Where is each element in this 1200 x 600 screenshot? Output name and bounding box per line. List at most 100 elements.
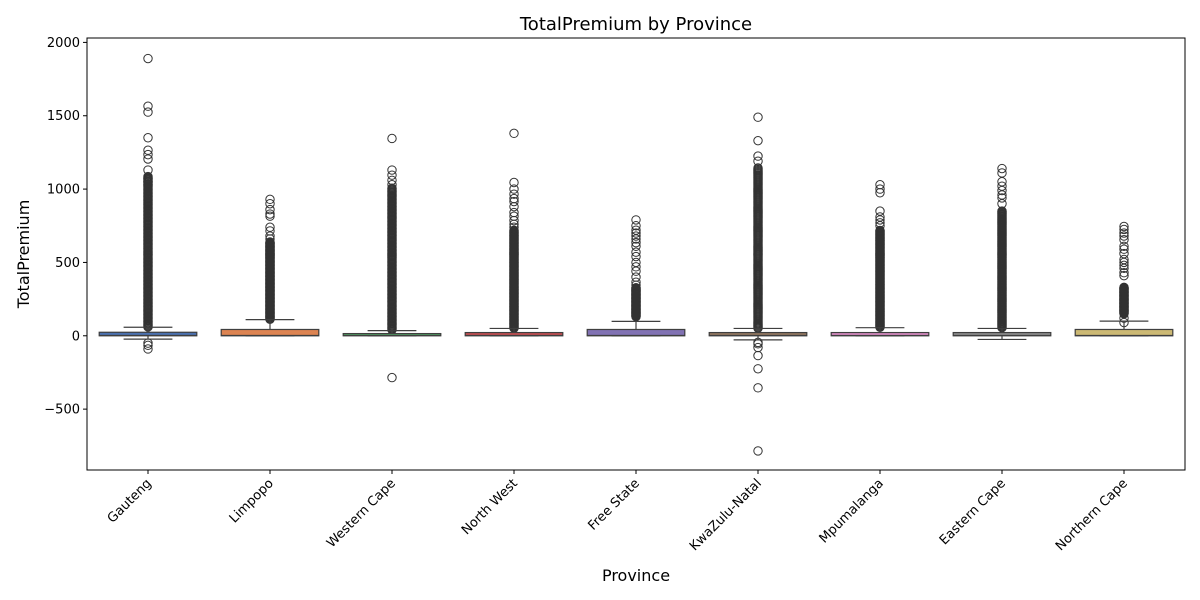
outlier-point: [753, 163, 763, 173]
outlier-point: [265, 211, 275, 221]
outlier-point: [631, 221, 641, 231]
outlier-point: [631, 231, 641, 241]
outlier-point: [875, 188, 885, 198]
outlier-point: [997, 193, 1007, 203]
outlier-point: [631, 251, 641, 262]
y-tick-label: 0: [72, 329, 80, 344]
box-group: [1074, 221, 1174, 337]
outlier-point: [143, 53, 153, 64]
outlier-point: [143, 344, 153, 354]
outlier-point: [1119, 234, 1129, 245]
outlier-point: [631, 277, 641, 287]
outlier-point: [753, 151, 763, 161]
outlier-point: [631, 247, 641, 257]
outlier-point: [387, 179, 397, 190]
outlier-point: [143, 340, 153, 351]
outlier-point: [1119, 282, 1129, 293]
outlier-point: [631, 237, 641, 248]
outlier-point: [753, 350, 763, 361]
outlier-point: [1119, 221, 1129, 232]
box-iqr: [1074, 328, 1174, 337]
outlier-point: [1119, 270, 1129, 281]
outlier-point: [631, 228, 641, 238]
box-group: [98, 53, 198, 354]
outlier-point: [631, 280, 641, 290]
box-group: [220, 194, 320, 337]
chart-title: TotalPremium by Province: [519, 14, 752, 35]
outlier-point: [631, 266, 641, 276]
outlier-point: [143, 177, 153, 187]
outlier-point: [1119, 244, 1129, 254]
outlier-point: [509, 215, 519, 226]
outlier-point: [1119, 263, 1129, 274]
outlier-point: [997, 206, 1007, 216]
outlier-point: [265, 194, 275, 205]
outlier-point: [265, 234, 275, 244]
outlier-point: [753, 383, 763, 393]
outlier-point: [143, 154, 153, 164]
outlier-point: [875, 221, 885, 231]
outlier-point: [875, 215, 885, 225]
y-tick-label: 2000: [47, 36, 80, 51]
outlier-point: [875, 218, 885, 228]
outlier-point: [143, 149, 153, 160]
outlier-point: [1119, 224, 1129, 235]
outlier-point: [143, 174, 153, 184]
outlier-point: [631, 282, 641, 293]
outlier-point: [265, 209, 275, 219]
outlier-point: [753, 156, 763, 166]
y-tick-label: 1000: [47, 183, 80, 198]
outlier-point: [997, 199, 1007, 209]
outlier-point: [265, 199, 275, 209]
outlier-point: [1119, 260, 1129, 271]
outlier-point: [509, 219, 519, 229]
outlier-point: [387, 133, 397, 144]
box-iqr: [586, 328, 686, 337]
outlier-point: [1119, 268, 1129, 278]
outlier-point: [509, 201, 519, 212]
outlier-point: [1119, 257, 1129, 268]
outlier-point: [143, 101, 153, 111]
outlier-point: [753, 135, 763, 146]
outlier-point: [1119, 241, 1129, 251]
box-group: [830, 179, 930, 337]
box-group: [952, 163, 1052, 341]
y-axis-title: TotalPremium: [14, 200, 33, 310]
outlier-point: [143, 179, 153, 190]
outlier-point: [875, 184, 885, 194]
outlier-point: [143, 107, 153, 117]
box-iqr: [220, 328, 320, 337]
box-group: [586, 215, 686, 337]
outlier-point: [509, 177, 519, 188]
outlier-point: [631, 262, 641, 272]
outlier-point: [753, 112, 763, 122]
plot-area: [98, 53, 1174, 456]
outlier-point: [143, 133, 153, 143]
outlier-point: [997, 185, 1007, 196]
outlier-point: [509, 222, 519, 232]
outlier-point: [631, 241, 641, 251]
y-tick-label: 500: [55, 256, 80, 271]
y-tick-label: −500: [44, 403, 80, 418]
outlier-point: [265, 231, 275, 241]
outlier-point: [509, 184, 519, 194]
outlier-point: [387, 372, 397, 383]
outlier-point: [387, 165, 397, 175]
outlier-point: [509, 189, 519, 199]
outlier-point: [265, 237, 275, 247]
outlier-point: [1119, 228, 1129, 238]
outlier-point: [265, 204, 275, 215]
box-group: [708, 112, 808, 456]
box-group: [464, 128, 564, 337]
outlier-point: [509, 128, 519, 139]
box-group: [342, 133, 442, 383]
outlier-point: [875, 225, 885, 236]
outlier-point: [1119, 231, 1129, 241]
outlier-point: [509, 225, 519, 235]
y-tick-label: 1500: [47, 109, 80, 124]
outlier-point: [631, 215, 641, 225]
outlier-point: [997, 163, 1007, 174]
outlier-point: [753, 446, 763, 456]
outlier-point: [753, 364, 763, 374]
